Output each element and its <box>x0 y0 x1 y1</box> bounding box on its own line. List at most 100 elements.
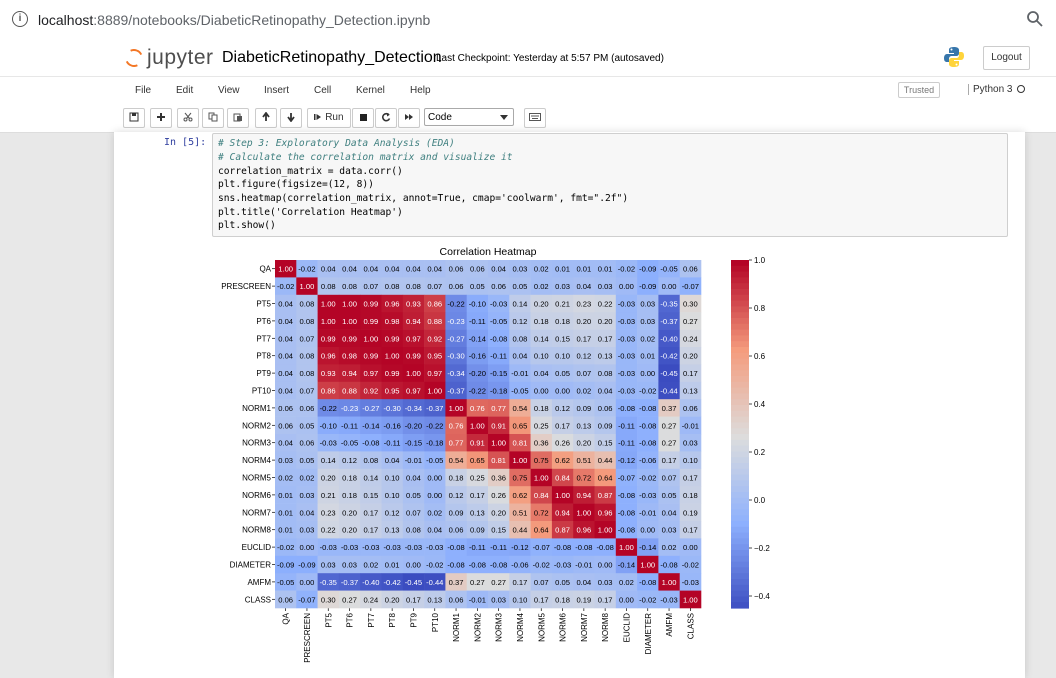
run-button[interactable]: Run <box>307 108 351 128</box>
cell-label: -0.01 <box>511 369 528 378</box>
cell-label: 0.97 <box>406 334 421 343</box>
cell-label: -0.09 <box>298 561 315 570</box>
heatmap-cell <box>573 381 595 400</box>
heatmap-cell <box>615 260 638 278</box>
heatmap-cell <box>445 555 467 574</box>
cell-label: 0.04 <box>278 369 293 378</box>
menu-file[interactable]: File <box>135 85 152 96</box>
heatmap-cell <box>317 590 340 609</box>
command-palette-button[interactable] <box>524 108 546 128</box>
cell-label: 0.87 <box>555 526 570 535</box>
cell-label: 0.99 <box>342 334 357 343</box>
heatmap-cell <box>530 364 553 383</box>
menu-help[interactable]: Help <box>410 85 431 96</box>
menu-view[interactable]: View <box>218 85 240 96</box>
trusted-indicator[interactable]: Trusted <box>898 82 940 98</box>
copy-button[interactable] <box>202 108 224 128</box>
cell-label: -0.03 <box>362 543 379 552</box>
logout-button[interactable]: Logout <box>983 46 1030 70</box>
heatmap-cell <box>381 486 404 504</box>
heatmap-cell <box>679 381 702 400</box>
cell-label: -0.08 <box>362 439 379 448</box>
heatmap-cell <box>445 260 467 278</box>
heatmap-cell <box>466 416 489 435</box>
cell-label: 0.12 <box>576 352 591 361</box>
cell-label: 0.96 <box>321 352 336 361</box>
heatmap-cell <box>551 381 574 400</box>
cell-label: 0.00 <box>555 387 570 396</box>
heatmap-cell <box>679 434 702 452</box>
interrupt-button[interactable] <box>352 108 374 128</box>
save-button[interactable] <box>123 108 145 128</box>
heatmap-cell <box>594 416 617 435</box>
heatmap-cell <box>488 364 510 383</box>
cell-label: 0.97 <box>363 369 378 378</box>
cell-label: 0.00 <box>619 282 634 291</box>
cell-type-select[interactable]: Code <box>424 108 514 126</box>
cell-label: -0.11 <box>469 317 486 326</box>
heatmap-cell <box>360 312 382 330</box>
cell-label: 0.06 <box>491 282 506 291</box>
heatmap-cell <box>637 521 659 539</box>
move-down-button[interactable] <box>280 108 302 128</box>
colorbar-segment <box>731 405 749 412</box>
cell-label: 0.13 <box>576 421 591 430</box>
heatmap-cell <box>338 294 361 313</box>
cell-label: 0.04 <box>662 508 677 517</box>
heatmap-cell <box>573 416 595 435</box>
colorbar-segment <box>731 358 749 365</box>
info-icon[interactable]: i <box>12 11 28 27</box>
heatmap-cell <box>488 294 510 313</box>
move-up-button[interactable] <box>255 108 277 128</box>
cell-label: 0.24 <box>363 595 378 604</box>
cell-label: 0.62 <box>555 456 570 465</box>
heatmap-cell <box>445 416 467 435</box>
heatmap-cell <box>381 364 404 383</box>
heatmap-cell <box>445 503 467 522</box>
url-text[interactable]: localhost:8889/notebooks/DiabeticRetinop… <box>38 12 430 28</box>
cell-label: -0.01 <box>575 561 592 570</box>
heatmap-cell <box>658 573 680 591</box>
cell-label: 0.64 <box>598 474 613 483</box>
heatmap-cell <box>658 468 680 487</box>
cell-label: 0.44 <box>598 456 613 465</box>
colorbar-segment <box>731 335 749 342</box>
menu-cell[interactable]: Cell <box>314 85 332 96</box>
heatmap-cell <box>679 364 702 383</box>
cut-button[interactable] <box>177 108 199 128</box>
jupyter-logo[interactable]: jupyter <box>122 46 214 70</box>
notebook-name[interactable]: DiabeticRetinopathy_Detection <box>222 49 442 66</box>
menu-edit[interactable]: Edit <box>176 85 194 96</box>
heatmap-cell <box>466 538 489 557</box>
heatmap-cell <box>615 364 638 383</box>
heatmap-cell <box>445 590 467 609</box>
browser-url-bar[interactable]: i localhost:8889/notebooks/DiabeticRetin… <box>0 0 1056 41</box>
cell-label: 0.10 <box>385 474 400 483</box>
heatmap-cell <box>445 312 467 330</box>
heatmap-cell <box>658 434 680 452</box>
colorbar-segment <box>731 579 749 586</box>
paste-button[interactable] <box>227 108 249 128</box>
heatmap-cell <box>679 486 702 504</box>
heatmap-cell <box>296 590 318 609</box>
restart-run-all-button[interactable] <box>398 108 420 128</box>
heatmap-cell <box>296 329 318 348</box>
heatmap-cell <box>424 312 446 330</box>
heatmap-cell <box>338 364 361 383</box>
zoom-icon[interactable] <box>1026 10 1044 28</box>
cell-label: 0.03 <box>640 300 655 309</box>
heatmap-cell <box>381 399 404 417</box>
menu-kernel[interactable]: Kernel <box>356 85 385 96</box>
heatmap-cell <box>658 329 680 348</box>
cell-label: 1.00 <box>427 387 442 396</box>
column-label: PRESCREEN <box>303 613 312 663</box>
insert-cell-button[interactable] <box>150 108 172 128</box>
heatmap-cell <box>658 590 680 609</box>
code-cell-editor[interactable]: # Step 3: Exploratory Data Analysis (EDA… <box>212 133 1008 237</box>
heatmap-cell <box>317 416 340 435</box>
heatmap-cell <box>317 312 340 330</box>
heatmap-cell <box>338 347 361 365</box>
menu-insert[interactable]: Insert <box>264 85 290 96</box>
cell-label: -0.02 <box>277 543 294 552</box>
restart-button[interactable] <box>375 108 397 128</box>
